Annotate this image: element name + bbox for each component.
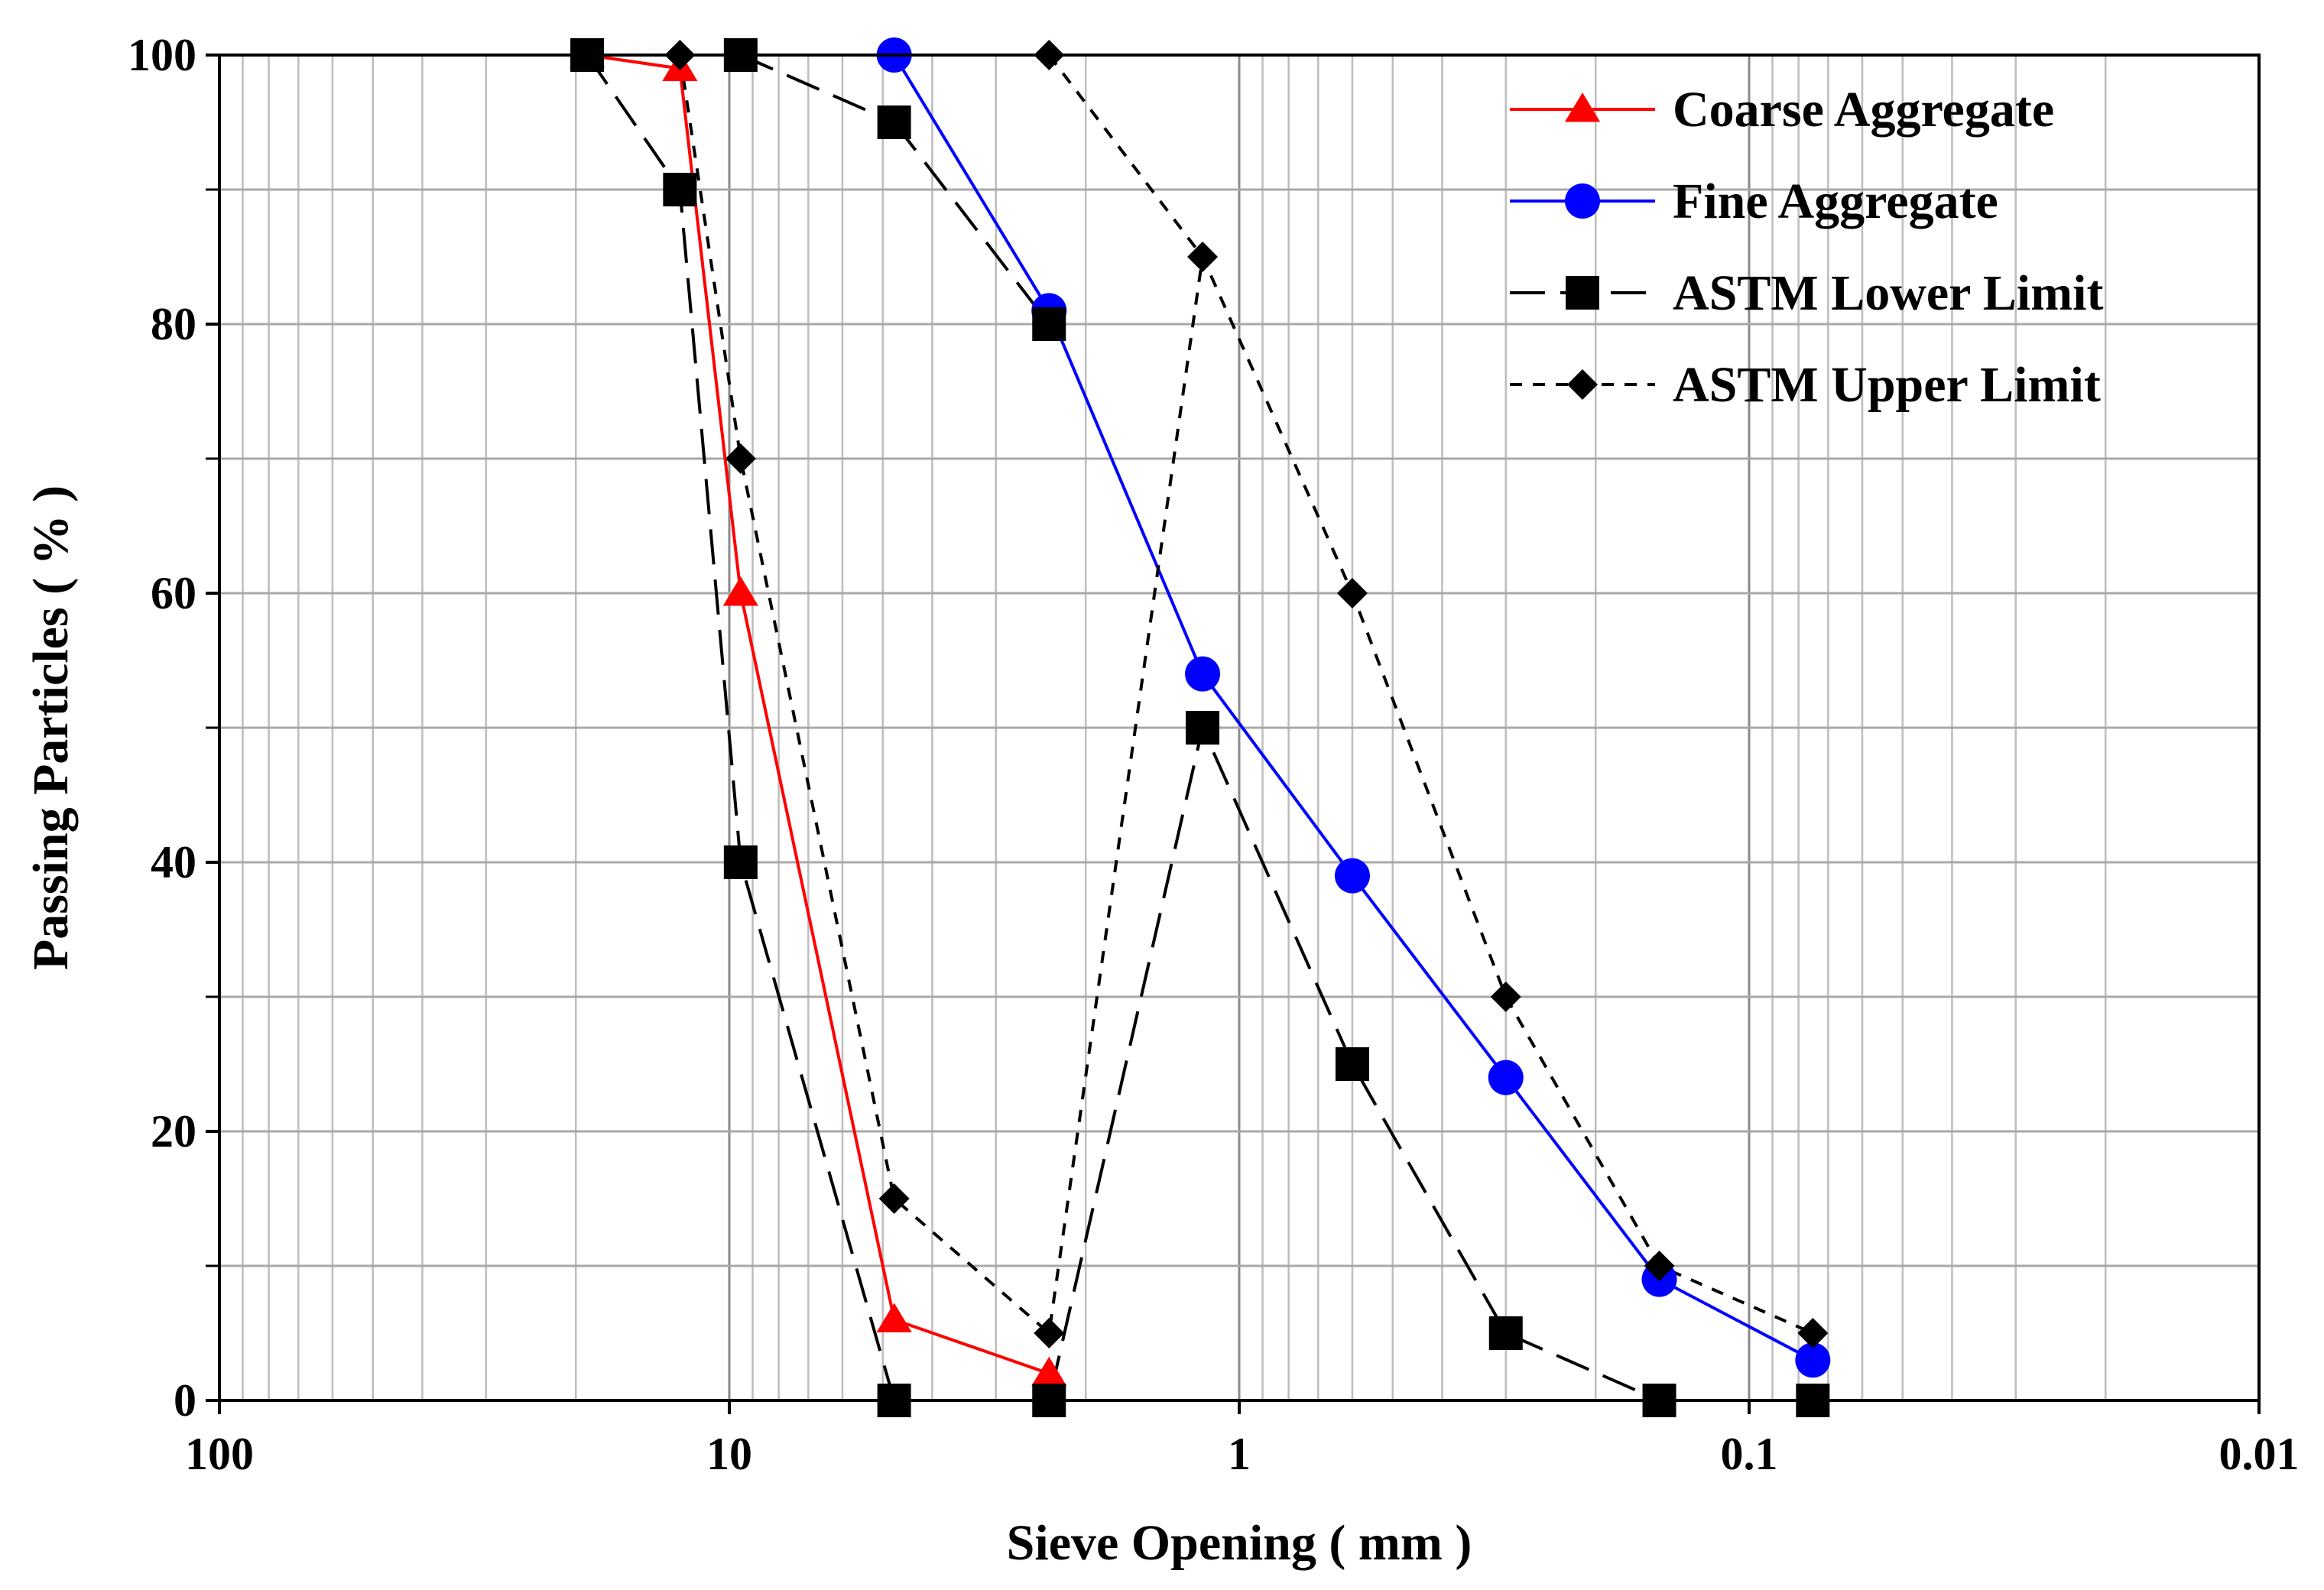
data-point-fine-aggregate bbox=[1488, 1059, 1524, 1095]
y-tick-label: 40 bbox=[151, 837, 196, 887]
y-tick-label: 60 bbox=[151, 568, 196, 618]
legend-marker-fine-aggregate bbox=[1565, 183, 1600, 219]
axis-ticks: 0 20 40 60 80 100 100 10 1 0.1 0.01 bbox=[128, 30, 2300, 1479]
data-point-fine-aggregate bbox=[1185, 656, 1221, 692]
legend-label-astm-upper-limit: ASTM Upper Limit bbox=[1673, 357, 2101, 413]
series-segment-astm-lower-limit bbox=[893, 121, 1050, 326]
data-point-astm-lower-limit bbox=[1186, 711, 1220, 745]
data-point-astm-upper-limit bbox=[1490, 982, 1521, 1012]
legend-marker-coarse-aggregate bbox=[1564, 92, 1601, 122]
legend-marker-astm-lower-limit bbox=[1566, 276, 1599, 310]
y-tick-label: 80 bbox=[151, 299, 196, 349]
x-tick-label: 1 bbox=[1228, 1429, 1251, 1479]
data-point-coarse-aggregate bbox=[1031, 1356, 1067, 1387]
data-point-astm-upper-limit bbox=[1034, 1318, 1065, 1348]
data-point-coarse-aggregate bbox=[876, 1303, 912, 1332]
data-point-astm-lower-limit bbox=[877, 105, 911, 139]
series-markers bbox=[569, 37, 1831, 1417]
series-segment-astm-lower-limit bbox=[740, 54, 895, 124]
legend-label-coarse-aggregate: Coarse Aggregate bbox=[1673, 82, 2054, 138]
data-point-astm-lower-limit bbox=[663, 173, 697, 206]
data-point-astm-lower-limit bbox=[1032, 307, 1066, 341]
x-tick-label: 0.1 bbox=[1721, 1429, 1778, 1479]
data-point-astm-upper-limit bbox=[878, 1183, 910, 1214]
data-point-astm-upper-limit bbox=[1336, 578, 1368, 608]
legend-label-fine-aggregate: Fine Aggregate bbox=[1673, 174, 1998, 229]
y-axis-title: Passing Particles ( % ) bbox=[23, 485, 79, 970]
grid bbox=[219, 55, 2261, 1400]
data-point-astm-upper-limit bbox=[1187, 242, 1219, 272]
data-point-astm-lower-limit bbox=[1335, 1047, 1369, 1081]
legend: Coarse Aggregate Fine Aggregate ASTM Lower… bbox=[1510, 82, 2103, 413]
x-axis-title: Sieve Opening ( mm ) bbox=[1007, 1515, 1472, 1571]
x-tick-label: 0.01 bbox=[2219, 1429, 2300, 1479]
legend-label-astm-lower-limit: ASTM Lower Limit bbox=[1673, 265, 2103, 321]
data-point-astm-lower-limit bbox=[1488, 1316, 1523, 1350]
data-point-astm-upper-limit bbox=[725, 443, 756, 474]
y-tick-label: 20 bbox=[151, 1106, 196, 1157]
data-point-coarse-aggregate bbox=[722, 576, 758, 606]
data-point-astm-upper-limit bbox=[1797, 1318, 1829, 1348]
x-tick-label: 100 bbox=[185, 1429, 254, 1479]
data-point-astm-lower-limit bbox=[723, 845, 758, 879]
legend-marker-astm-upper-limit bbox=[1567, 369, 1598, 400]
series-segment-astm-upper-limit bbox=[1047, 54, 1204, 258]
series-line-astm-lower-limit bbox=[586, 54, 1813, 1402]
data-point-astm-upper-limit bbox=[1644, 1251, 1675, 1281]
x-tick-label: 10 bbox=[706, 1429, 752, 1479]
y-tick-label: 0 bbox=[174, 1375, 196, 1426]
data-point-fine-aggregate bbox=[1795, 1342, 1831, 1378]
data-point-fine-aggregate bbox=[1334, 858, 1370, 894]
y-tick-label: 100 bbox=[128, 30, 196, 80]
